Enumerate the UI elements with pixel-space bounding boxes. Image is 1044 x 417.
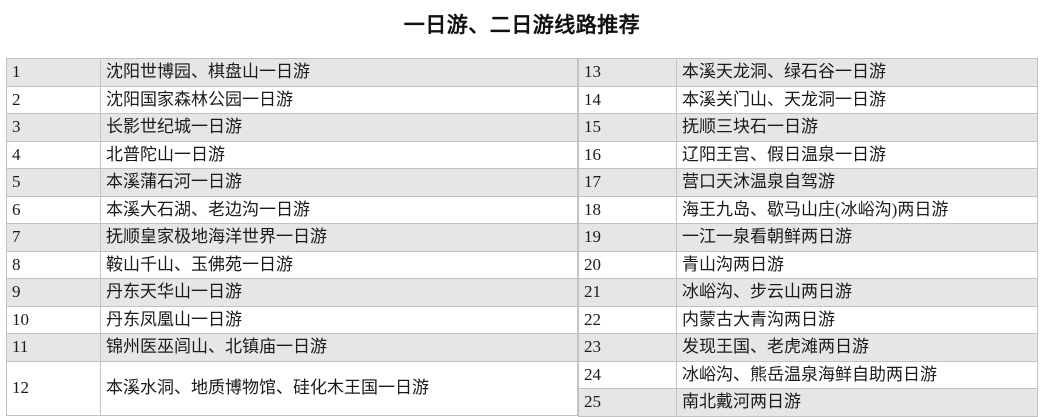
row-number: 7 (6, 223, 101, 252)
table-row[interactable]: 6 本溪大石湖、老边沟一日游 (6, 195, 578, 224)
row-route-name: 沈阳国家森林公园一日游 (100, 85, 578, 114)
table-row[interactable]: 12 本溪水洞、地质博物馆、硅化木王国一日游 (6, 360, 578, 416)
row-number: 10 (6, 305, 101, 334)
table-row[interactable]: 11 锦州医巫闾山、北镇庙一日游 (6, 333, 578, 362)
row-route-name: 本溪天龙洞、绿石谷一日游 (676, 58, 1038, 87)
row-number: 11 (6, 333, 101, 362)
row-route-name: 鞍山千山、玉佛苑一日游 (100, 250, 578, 279)
table-row[interactable]: 18 海王九岛、歇马山庄(冰峪沟)两日游 (578, 195, 1038, 224)
routes-tables-container: 1 沈阳世博园、棋盘山一日游 2 沈阳国家森林公园一日游 3 长影世纪城一日游 … (6, 58, 1038, 417)
routes-table-right: 13 本溪天龙洞、绿石谷一日游 14 本溪关门山、天龙洞一日游 15 抚顺三块石… (578, 58, 1038, 417)
table-row[interactable]: 1 沈阳世博园、棋盘山一日游 (6, 58, 578, 87)
row-number: 20 (578, 250, 677, 279)
row-route-name: 本溪大石湖、老边沟一日游 (100, 195, 578, 224)
table-row[interactable]: 23 发现王国、老虎滩两日游 (578, 333, 1038, 362)
row-number: 18 (578, 195, 677, 224)
row-route-name: 本溪关门山、天龙洞一日游 (676, 85, 1038, 114)
row-number: 6 (6, 195, 101, 224)
row-number: 3 (6, 113, 101, 142)
row-route-name: 丹东天华山一日游 (100, 278, 578, 307)
table-row[interactable]: 8 鞍山千山、玉佛苑一日游 (6, 250, 578, 279)
row-number: 2 (6, 85, 101, 114)
table-row[interactable]: 3 长影世纪城一日游 (6, 113, 578, 142)
row-number: 22 (578, 305, 677, 334)
table-row[interactable]: 5 本溪蒲石河一日游 (6, 168, 578, 197)
row-number: 17 (578, 168, 677, 197)
table-row[interactable]: 17 营口天沐温泉自驾游 (578, 168, 1038, 197)
row-number: 21 (578, 278, 677, 307)
row-number: 25 (578, 388, 677, 417)
table-row[interactable]: 15 抚顺三块石一日游 (578, 113, 1038, 142)
row-route-name: 北普陀山一日游 (100, 140, 578, 169)
row-number: 8 (6, 250, 101, 279)
row-number: 13 (578, 58, 677, 87)
row-number: 23 (578, 333, 677, 362)
row-route-name: 海王九岛、歇马山庄(冰峪沟)两日游 (676, 195, 1038, 224)
row-route-name: 青山沟两日游 (676, 250, 1038, 279)
table-row[interactable]: 25 南北戴河两日游 (578, 388, 1038, 417)
row-number: 15 (578, 113, 677, 142)
row-route-name: 营口天沐温泉自驾游 (676, 168, 1038, 197)
row-route-name: 本溪蒲石河一日游 (100, 168, 578, 197)
row-number: 14 (578, 85, 677, 114)
routes-table-left-body: 1 沈阳世博园、棋盘山一日游 2 沈阳国家森林公园一日游 3 长影世纪城一日游 … (6, 58, 578, 416)
page-title: 一日游、二日游线路推荐 (403, 14, 641, 37)
table-row[interactable]: 14 本溪关门山、天龙洞一日游 (578, 85, 1038, 114)
table-row[interactable]: 24 冰峪沟、熊岳温泉海鲜自助两日游 (578, 360, 1038, 389)
table-row[interactable]: 19 一江一泉看朝鲜两日游 (578, 223, 1038, 252)
table-row[interactable]: 4 北普陀山一日游 (6, 140, 578, 169)
row-number: 1 (6, 58, 101, 87)
row-number: 12 (6, 360, 101, 416)
table-row[interactable]: 7 抚顺皇家极地海洋世界一日游 (6, 223, 578, 252)
row-number: 19 (578, 223, 677, 252)
row-number: 16 (578, 140, 677, 169)
row-route-name: 发现王国、老虎滩两日游 (676, 333, 1038, 362)
routes-table-right-body: 13 本溪天龙洞、绿石谷一日游 14 本溪关门山、天龙洞一日游 15 抚顺三块石… (578, 58, 1038, 417)
row-route-name: 抚顺三块石一日游 (676, 113, 1038, 142)
row-route-name: 抚顺皇家极地海洋世界一日游 (100, 223, 578, 252)
table-row[interactable]: 16 辽阳王宫、假日温泉一日游 (578, 140, 1038, 169)
table-row[interactable]: 21 冰峪沟、步云山两日游 (578, 278, 1038, 307)
row-route-name: 一江一泉看朝鲜两日游 (676, 223, 1038, 252)
table-row[interactable]: 2 沈阳国家森林公园一日游 (6, 85, 578, 114)
table-row[interactable]: 10 丹东凤凰山一日游 (6, 305, 578, 334)
routes-table-left: 1 沈阳世博园、棋盘山一日游 2 沈阳国家森林公园一日游 3 长影世纪城一日游 … (6, 58, 578, 416)
row-route-name: 辽阳王宫、假日温泉一日游 (676, 140, 1038, 169)
row-route-name: 长影世纪城一日游 (100, 113, 578, 142)
row-route-name: 冰峪沟、步云山两日游 (676, 278, 1038, 307)
row-route-name: 内蒙古大青沟两日游 (676, 305, 1038, 334)
row-number: 24 (578, 360, 677, 389)
row-route-name: 南北戴河两日游 (676, 388, 1038, 417)
row-number: 4 (6, 140, 101, 169)
table-row[interactable]: 13 本溪天龙洞、绿石谷一日游 (578, 58, 1038, 87)
row-route-name: 冰峪沟、熊岳温泉海鲜自助两日游 (676, 360, 1038, 389)
row-number: 5 (6, 168, 101, 197)
row-route-name: 锦州医巫闾山、北镇庙一日游 (100, 333, 578, 362)
row-route-name: 本溪水洞、地质博物馆、硅化木王国一日游 (100, 360, 578, 416)
table-row[interactable]: 22 内蒙古大青沟两日游 (578, 305, 1038, 334)
row-route-name: 丹东凤凰山一日游 (100, 305, 578, 334)
row-number: 9 (6, 278, 101, 307)
table-row[interactable]: 9 丹东天华山一日游 (6, 278, 578, 307)
table-row[interactable]: 20 青山沟两日游 (578, 250, 1038, 279)
row-route-name: 沈阳世博园、棋盘山一日游 (100, 58, 578, 87)
